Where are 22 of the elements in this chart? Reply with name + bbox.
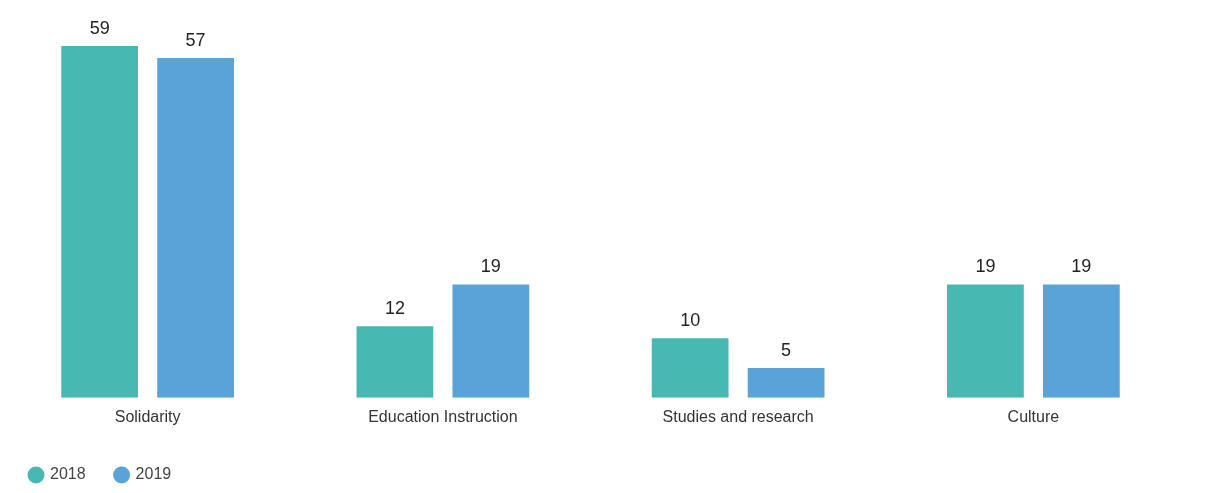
data-label: 19 — [480, 256, 501, 277]
x-tick-label: Studies and research — [662, 407, 814, 425]
bar — [947, 284, 1024, 398]
data-label: 5 — [781, 339, 792, 360]
x-tick-label: Culture — [1007, 407, 1060, 425]
legend-label: 2019 — [135, 465, 172, 483]
data-label: 57 — [185, 29, 206, 50]
data-label: 12 — [384, 298, 405, 319]
bar — [452, 284, 530, 398]
bar — [651, 338, 729, 398]
data-label: 10 — [680, 310, 701, 331]
bar — [157, 57, 234, 398]
data-label: 19 — [1071, 256, 1092, 277]
x-tick-label: Education Instruction — [368, 407, 518, 425]
data-label: 19 — [975, 256, 996, 277]
data-label: 59 — [89, 17, 110, 38]
bar — [1042, 284, 1120, 398]
bar — [747, 367, 825, 398]
x-tick-label: Solidarity — [114, 407, 181, 425]
bar — [356, 326, 434, 398]
bar — [61, 45, 139, 398]
legend-label: 2018 — [50, 465, 86, 483]
